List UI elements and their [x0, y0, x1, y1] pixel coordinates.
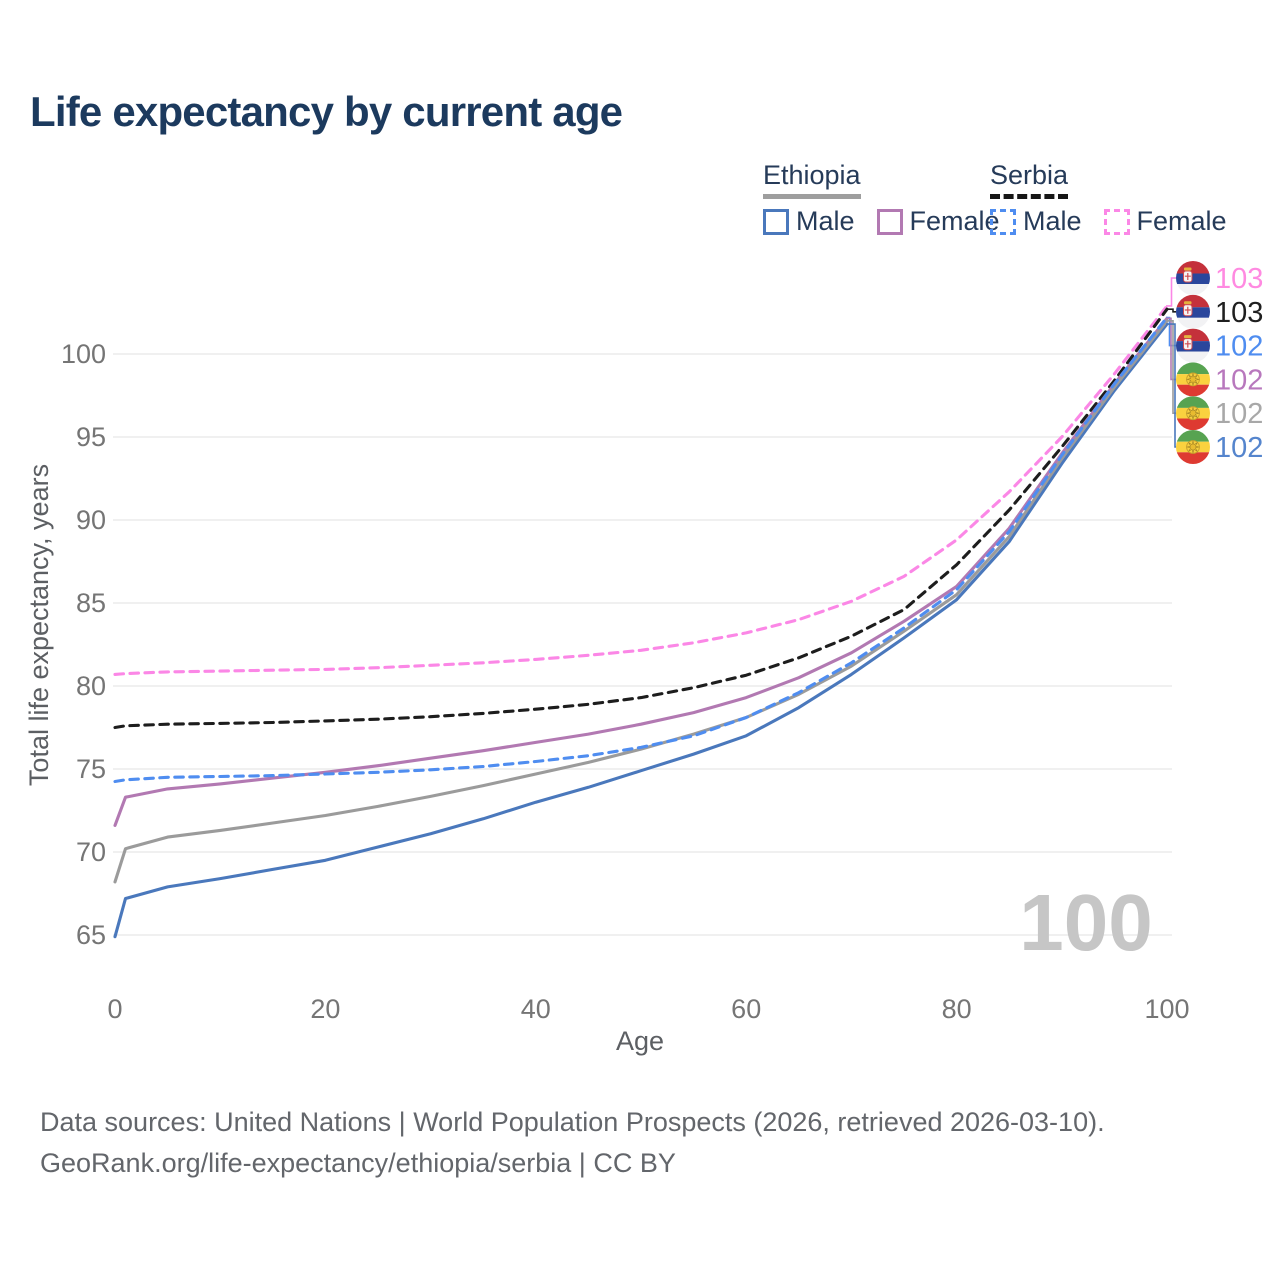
end-value-label: 102: [1215, 398, 1263, 430]
ethiopia-female-swatch-icon: [876, 208, 903, 235]
series-line-serbia-male: [113, 315, 1169, 784]
legend-item-ethiopia-female[interactable]: Female: [876, 206, 1000, 237]
serbia-flag-icon: [1176, 328, 1210, 363]
series-line-ethiopia-total: [113, 319, 1169, 884]
x-tick-label: 40: [521, 994, 551, 1024]
ethiopia-male-swatch-icon: [763, 208, 789, 235]
ethiopia-flag-icon: [1176, 430, 1210, 464]
legend-item-label: Male: [796, 206, 855, 236]
legend-serbia-label: Serbia: [990, 160, 1069, 199]
footer-data-sources: Data sources: United Nations | World Pop…: [40, 1107, 1105, 1137]
x-tick-label: 20: [310, 994, 340, 1024]
x-axis-title: Age: [616, 1026, 664, 1056]
series-line-ethiopia-female: [113, 316, 1169, 827]
life-expectancy-line-chart: 65 70 75 80 85 90 95 100 0 20 40 60 80 100 Age Total li…: [24, 261, 1263, 1056]
y-tick-label: 80: [76, 671, 106, 701]
end-value-label: 102: [1215, 331, 1263, 363]
legend-item-label: Female: [1136, 206, 1227, 236]
serbia-male-swatch-icon: [990, 208, 1016, 235]
end-label-connector: [1166, 308, 1176, 313]
x-tick-label: 60: [731, 994, 761, 1024]
legend-group-serbia: Serbia Male Female: [990, 160, 1249, 237]
end-value-label: 102: [1215, 364, 1263, 396]
y-tick-label: 70: [76, 837, 106, 867]
gridlines: 65 70 75 80 85 90 95 100: [61, 339, 1172, 950]
x-tick-label: 100: [1144, 994, 1189, 1024]
legend-item-serbia-female[interactable]: Female: [1103, 206, 1227, 237]
end-value-label: 103: [1215, 263, 1263, 295]
legend-ethiopia-label: Ethiopia: [763, 160, 861, 199]
legend-item-serbia-male[interactable]: Male: [990, 206, 1082, 237]
legend-item-label: Male: [1023, 206, 1082, 236]
y-tick-label: 65: [76, 920, 106, 950]
serbia-flag-icon: [1176, 294, 1210, 329]
y-axis-title: Total life expectancy, years: [24, 464, 54, 786]
y-tick-label: 100: [61, 339, 106, 369]
footer-attribution: GeoRank.org/life-expectancy/ethiopia/ser…: [40, 1148, 676, 1178]
y-tick-label: 75: [76, 754, 106, 784]
y-tick-label: 85: [76, 588, 106, 618]
ethiopia-flag-icon: [1176, 362, 1210, 397]
x-tick-label: 80: [942, 994, 972, 1024]
series-line-ethiopia-male: [113, 322, 1169, 939]
end-value-label: 102: [1215, 432, 1263, 464]
legend-group-ethiopia: Ethiopia Male Female: [763, 160, 1022, 237]
x-tick-label: 0: [107, 994, 122, 1024]
end-value-label: 103: [1215, 297, 1263, 329]
legend-item-label: Female: [909, 206, 1000, 236]
end-label-connector: [1166, 277, 1176, 307]
page-title: Life expectancy by current age: [30, 88, 623, 135]
legend-item-ethiopia-male[interactable]: Male: [763, 206, 855, 237]
age-counter-watermark: 100: [1019, 878, 1152, 967]
series-line-serbia-female: [113, 304, 1169, 676]
end-label-connector: [1166, 323, 1176, 448]
series-line-serbia-total: [113, 307, 1169, 730]
serbia-female-swatch-icon: [1103, 208, 1130, 235]
ethiopia-flag-icon: [1176, 396, 1210, 431]
y-tick-label: 95: [76, 422, 106, 452]
y-tick-label: 90: [76, 505, 106, 535]
serbia-flag-icon: [1176, 261, 1210, 295]
footer: Data sources: United Nations | World Pop…: [40, 1102, 1105, 1184]
